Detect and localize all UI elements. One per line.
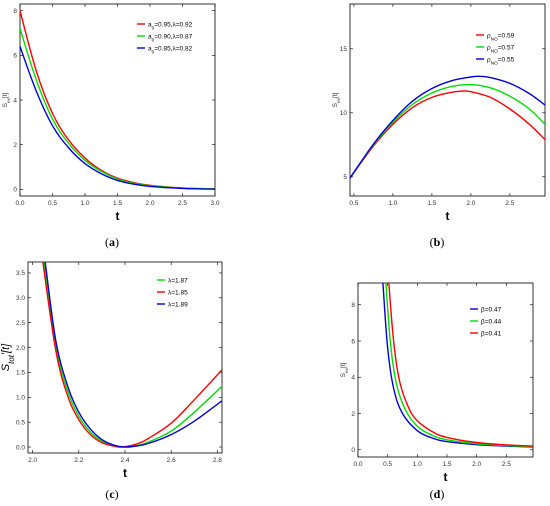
y-axis-label: Sex[t]	[332, 92, 341, 107]
x-tick-label: 2.5	[505, 200, 514, 207]
series-line	[44, 262, 222, 448]
x-tick-label: 2.0	[145, 200, 154, 207]
series-line	[42, 262, 222, 448]
y-tick-label: 3.0	[16, 295, 25, 302]
legend-entry: ρNO=0.55	[487, 56, 515, 65]
legend-entry: β=0.47	[481, 306, 502, 313]
panel-d: 0.0 0.5 1.0 1.5 2.0 2.5 0 2 4 6 8 t Sex[t] β=0.47 β=0.…	[340, 282, 534, 501]
legend-entry: λ=1.89	[168, 301, 188, 308]
x-tick-label: 2.2	[74, 457, 83, 464]
x-tick-label: 2.0	[472, 461, 481, 468]
y-tick-label: 0	[351, 447, 355, 454]
panel-caption: (b)	[430, 235, 445, 249]
legend-entry: λ=1.85	[168, 289, 188, 296]
x-tick-label: 2.6	[167, 457, 176, 464]
panel-c: 2.0 2.2 2.4 2.6 2.8 0.0 0.5 1.0 1.5 2.0 2.5 3.0 3.5 t…	[0, 261, 223, 501]
y-axis-label: Sex[t]	[340, 362, 349, 377]
y-tick-label: 2	[13, 142, 17, 149]
y-tick-label: 0	[13, 187, 17, 194]
legend-entry: β=0.41	[481, 330, 502, 337]
x-tick-label: 0.0	[15, 200, 24, 207]
y-tick-label: 0.0	[16, 444, 25, 451]
panel-a: 0.0 0.5 1.0 1.5 2.0 2.5 3.0 0 2 4 6 8 t Sex[t] a0=0.95…	[2, 3, 220, 249]
series-line	[388, 283, 533, 447]
series-group	[20, 10, 215, 190]
series-line	[350, 83, 545, 179]
y-tick-label: 0.5	[16, 419, 25, 426]
x-tick-label: 1.5	[427, 200, 436, 207]
y-tick-label: 4	[13, 97, 17, 104]
y-tick-label: 15	[340, 46, 348, 53]
x-tick-label: 0.5	[48, 200, 57, 207]
x-tick-label: 1.5	[442, 461, 451, 468]
plot-frame	[357, 282, 534, 458]
series-line	[385, 283, 533, 448]
y-tick-label: 2.0	[16, 345, 25, 352]
legend-entry: ρNO=0.59	[487, 32, 515, 41]
x-tick-label: 2.5	[502, 461, 511, 468]
x-tick-label: 1.0	[80, 200, 89, 207]
series-line	[20, 27, 215, 190]
series-line	[350, 75, 545, 179]
panel-caption: (d)	[430, 487, 445, 501]
x-tick-label: 2.0	[28, 457, 37, 464]
x-tick-label: 2.5	[178, 200, 187, 207]
x-tick-label: 1.0	[413, 461, 422, 468]
legend-entry: a0=0.90,λ=0.87	[148, 33, 193, 42]
y-tick-label: 8	[13, 8, 17, 15]
x-axis-label: t	[123, 466, 127, 480]
x-axis-label: t	[446, 209, 450, 223]
legend-entry: ρNO=0.57	[487, 44, 515, 53]
x-tick-label: 2.0	[466, 200, 475, 207]
panel-caption: (a)	[105, 235, 119, 249]
y-tick-label: 5	[343, 174, 347, 181]
x-axis-label: t	[116, 209, 120, 223]
y-tick-label: 1.5	[16, 370, 25, 377]
series-group	[382, 283, 533, 448]
x-tick-label: 0.5	[349, 200, 358, 207]
legend-entry: a0=0.85,λ=0.82	[148, 45, 193, 54]
legend-entry: β=0.44	[481, 318, 502, 325]
y-tick-label: 4	[351, 375, 355, 382]
x-tick-label: 2.4	[120, 457, 129, 464]
x-tick-label: 0.5	[383, 461, 392, 468]
x-tick-label: 3.0	[210, 200, 219, 207]
y-tick-label: 3.5	[16, 270, 25, 277]
panel-caption: (c)	[105, 487, 118, 501]
y-tick-label: 6	[351, 338, 355, 345]
x-axis-label: t	[444, 470, 448, 484]
y-axis-label: Sex[t]	[2, 92, 11, 107]
y-tick-label: 2	[351, 411, 355, 418]
series-group	[350, 75, 545, 179]
series-line	[382, 283, 533, 448]
series-line	[350, 90, 545, 179]
y-tick-label: 2.5	[16, 320, 25, 327]
series-group	[42, 262, 222, 448]
x-tick-label: 1.0	[388, 200, 397, 207]
y-tick-label: 10	[340, 110, 348, 117]
y-tick-label: 1.0	[16, 395, 25, 402]
y-tick-label: 8	[351, 302, 355, 309]
legend-entry: λ=1.87	[168, 277, 188, 284]
series-line	[20, 45, 215, 190]
legend-entry: a0=0.95,λ=0.92	[148, 21, 193, 30]
x-tick-label: 2.8	[213, 457, 222, 464]
panel-b: 0.5 1.0 1.5 2.0 2.5 5 10 15 t Sex[t] ρNO=0.59 ρNO=0…	[332, 3, 546, 249]
x-tick-label: 1.5	[113, 200, 122, 207]
plot-frame	[349, 3, 546, 197]
series-line	[43, 262, 222, 448]
y-axis-label: Stot'[t]	[0, 343, 16, 371]
x-tick-label: 0.0	[353, 461, 362, 468]
y-tick-label: 6	[13, 53, 17, 60]
